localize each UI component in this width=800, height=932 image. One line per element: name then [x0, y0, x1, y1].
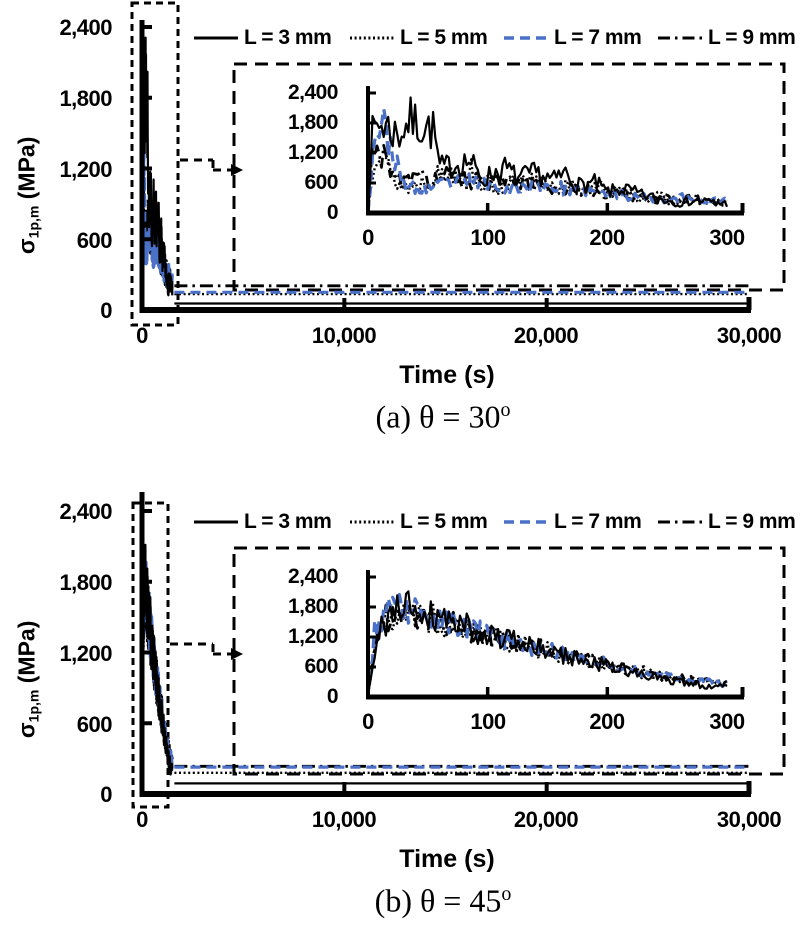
inset-y-tick-label: 2,400: [287, 81, 339, 104]
inset-y-tick-label: 1,200: [287, 625, 339, 648]
legend-item: L = 5 mm: [349, 25, 488, 51]
x-tick-label: 30,000: [716, 807, 782, 832]
legend-item: L = 3 mm: [193, 509, 332, 535]
legend-label: L = 3 mm: [244, 510, 332, 533]
inset-x-tick-label: 300: [709, 709, 745, 734]
y-tick-label: 1,800: [59, 570, 112, 595]
inset-x-tick-label: 0: [362, 225, 374, 250]
y-tick-label: 1,800: [59, 86, 112, 111]
inset-x-tick-label: 100: [470, 225, 506, 250]
panel-caption: (a) θ = 30o: [375, 398, 511, 435]
x-tick-label: 10,000: [311, 323, 377, 348]
chart-canvas-a: [130, 1, 786, 327]
inset-y-tick-label: 0: [326, 685, 339, 708]
panel-a: σ1p,m (MPa) 2,400 1,800 1,200 600 0 0 10…: [13, 1, 796, 435]
y-axis-title: σ1p,m (MPa): [13, 620, 42, 739]
inset-x-tick-label: 200: [589, 225, 625, 250]
x-axis-title: Time (s): [399, 845, 495, 873]
legend-line-sample: [194, 520, 238, 524]
inset-x-tick-label: 300: [709, 225, 745, 250]
legend-item: L = 7 mm: [503, 25, 642, 51]
legend-label: L = 5 mm: [400, 510, 488, 533]
legend-item: L = 5 mm: [349, 509, 488, 535]
legend-line-sample: [194, 36, 238, 40]
inset-y-tick-label: 0: [326, 201, 339, 224]
legend-label: L = 9 mm: [708, 510, 796, 533]
x-tick-label: 0: [136, 807, 148, 832]
chart-canvas-b: [131, 492, 786, 809]
legend-line-sample: [658, 36, 702, 40]
legend-line-sample: [504, 520, 548, 524]
legend-item: L = 3 mm: [193, 25, 332, 51]
legend-item: L = 9 mm: [657, 509, 796, 535]
y-tick-label: 0: [100, 298, 112, 323]
legend-line-sample: [658, 520, 702, 524]
y-tick-label: 600: [76, 228, 113, 253]
y-tick-label: 0: [100, 782, 112, 807]
legend-label: L = 5 mm: [400, 26, 488, 49]
inset-x-tick-label: 0: [362, 709, 374, 734]
legend-line-sample: [504, 36, 548, 40]
x-tick-label: 0: [136, 323, 148, 348]
inset-y-tick-label: 1,800: [287, 595, 339, 618]
legend-label: L = 9 mm: [708, 26, 796, 49]
y-tick-label: 2,400: [59, 15, 112, 40]
x-tick-label: 20,000: [513, 323, 579, 348]
inset-x-tick-label: 200: [589, 709, 625, 734]
inset-y-tick-label: 600: [304, 171, 338, 194]
x-tick-label: 20,000: [513, 807, 579, 832]
legend-item: L = 7 mm: [503, 509, 642, 535]
inset-y-tick-label: 600: [304, 655, 338, 678]
x-axis-title: Time (s): [399, 361, 495, 389]
y-tick-label: 600: [76, 712, 113, 737]
inset-x-tick-label: 100: [470, 709, 506, 734]
panel-b: σ1p,m (MPa) 2,400 1,800 1,200 600 0 0 10…: [0, 466, 800, 932]
y-tick-label: 1,200: [59, 157, 112, 182]
legend-label: L = 7 mm: [554, 26, 642, 49]
panel-caption: (b) θ = 45o: [374, 882, 512, 919]
y-axis-title: σ1p,m (MPa): [13, 136, 42, 255]
inset-y-tick-label: 2,400: [287, 565, 339, 588]
x-tick-label: 10,000: [311, 807, 377, 832]
y-tick-label: 1,200: [59, 641, 112, 666]
y-tick-label: 2,400: [59, 499, 112, 524]
inset-y-tick-label: 1,200: [287, 141, 339, 164]
legend-item: L = 9 mm: [657, 25, 796, 51]
inset-y-tick-label: 1,800: [287, 111, 339, 134]
legend-label: L = 7 mm: [554, 510, 642, 533]
legend-line-sample: [350, 520, 394, 524]
x-tick-label: 30,000: [716, 323, 782, 348]
legend-line-sample: [350, 36, 394, 40]
legend-label: L = 3 mm: [244, 26, 332, 49]
